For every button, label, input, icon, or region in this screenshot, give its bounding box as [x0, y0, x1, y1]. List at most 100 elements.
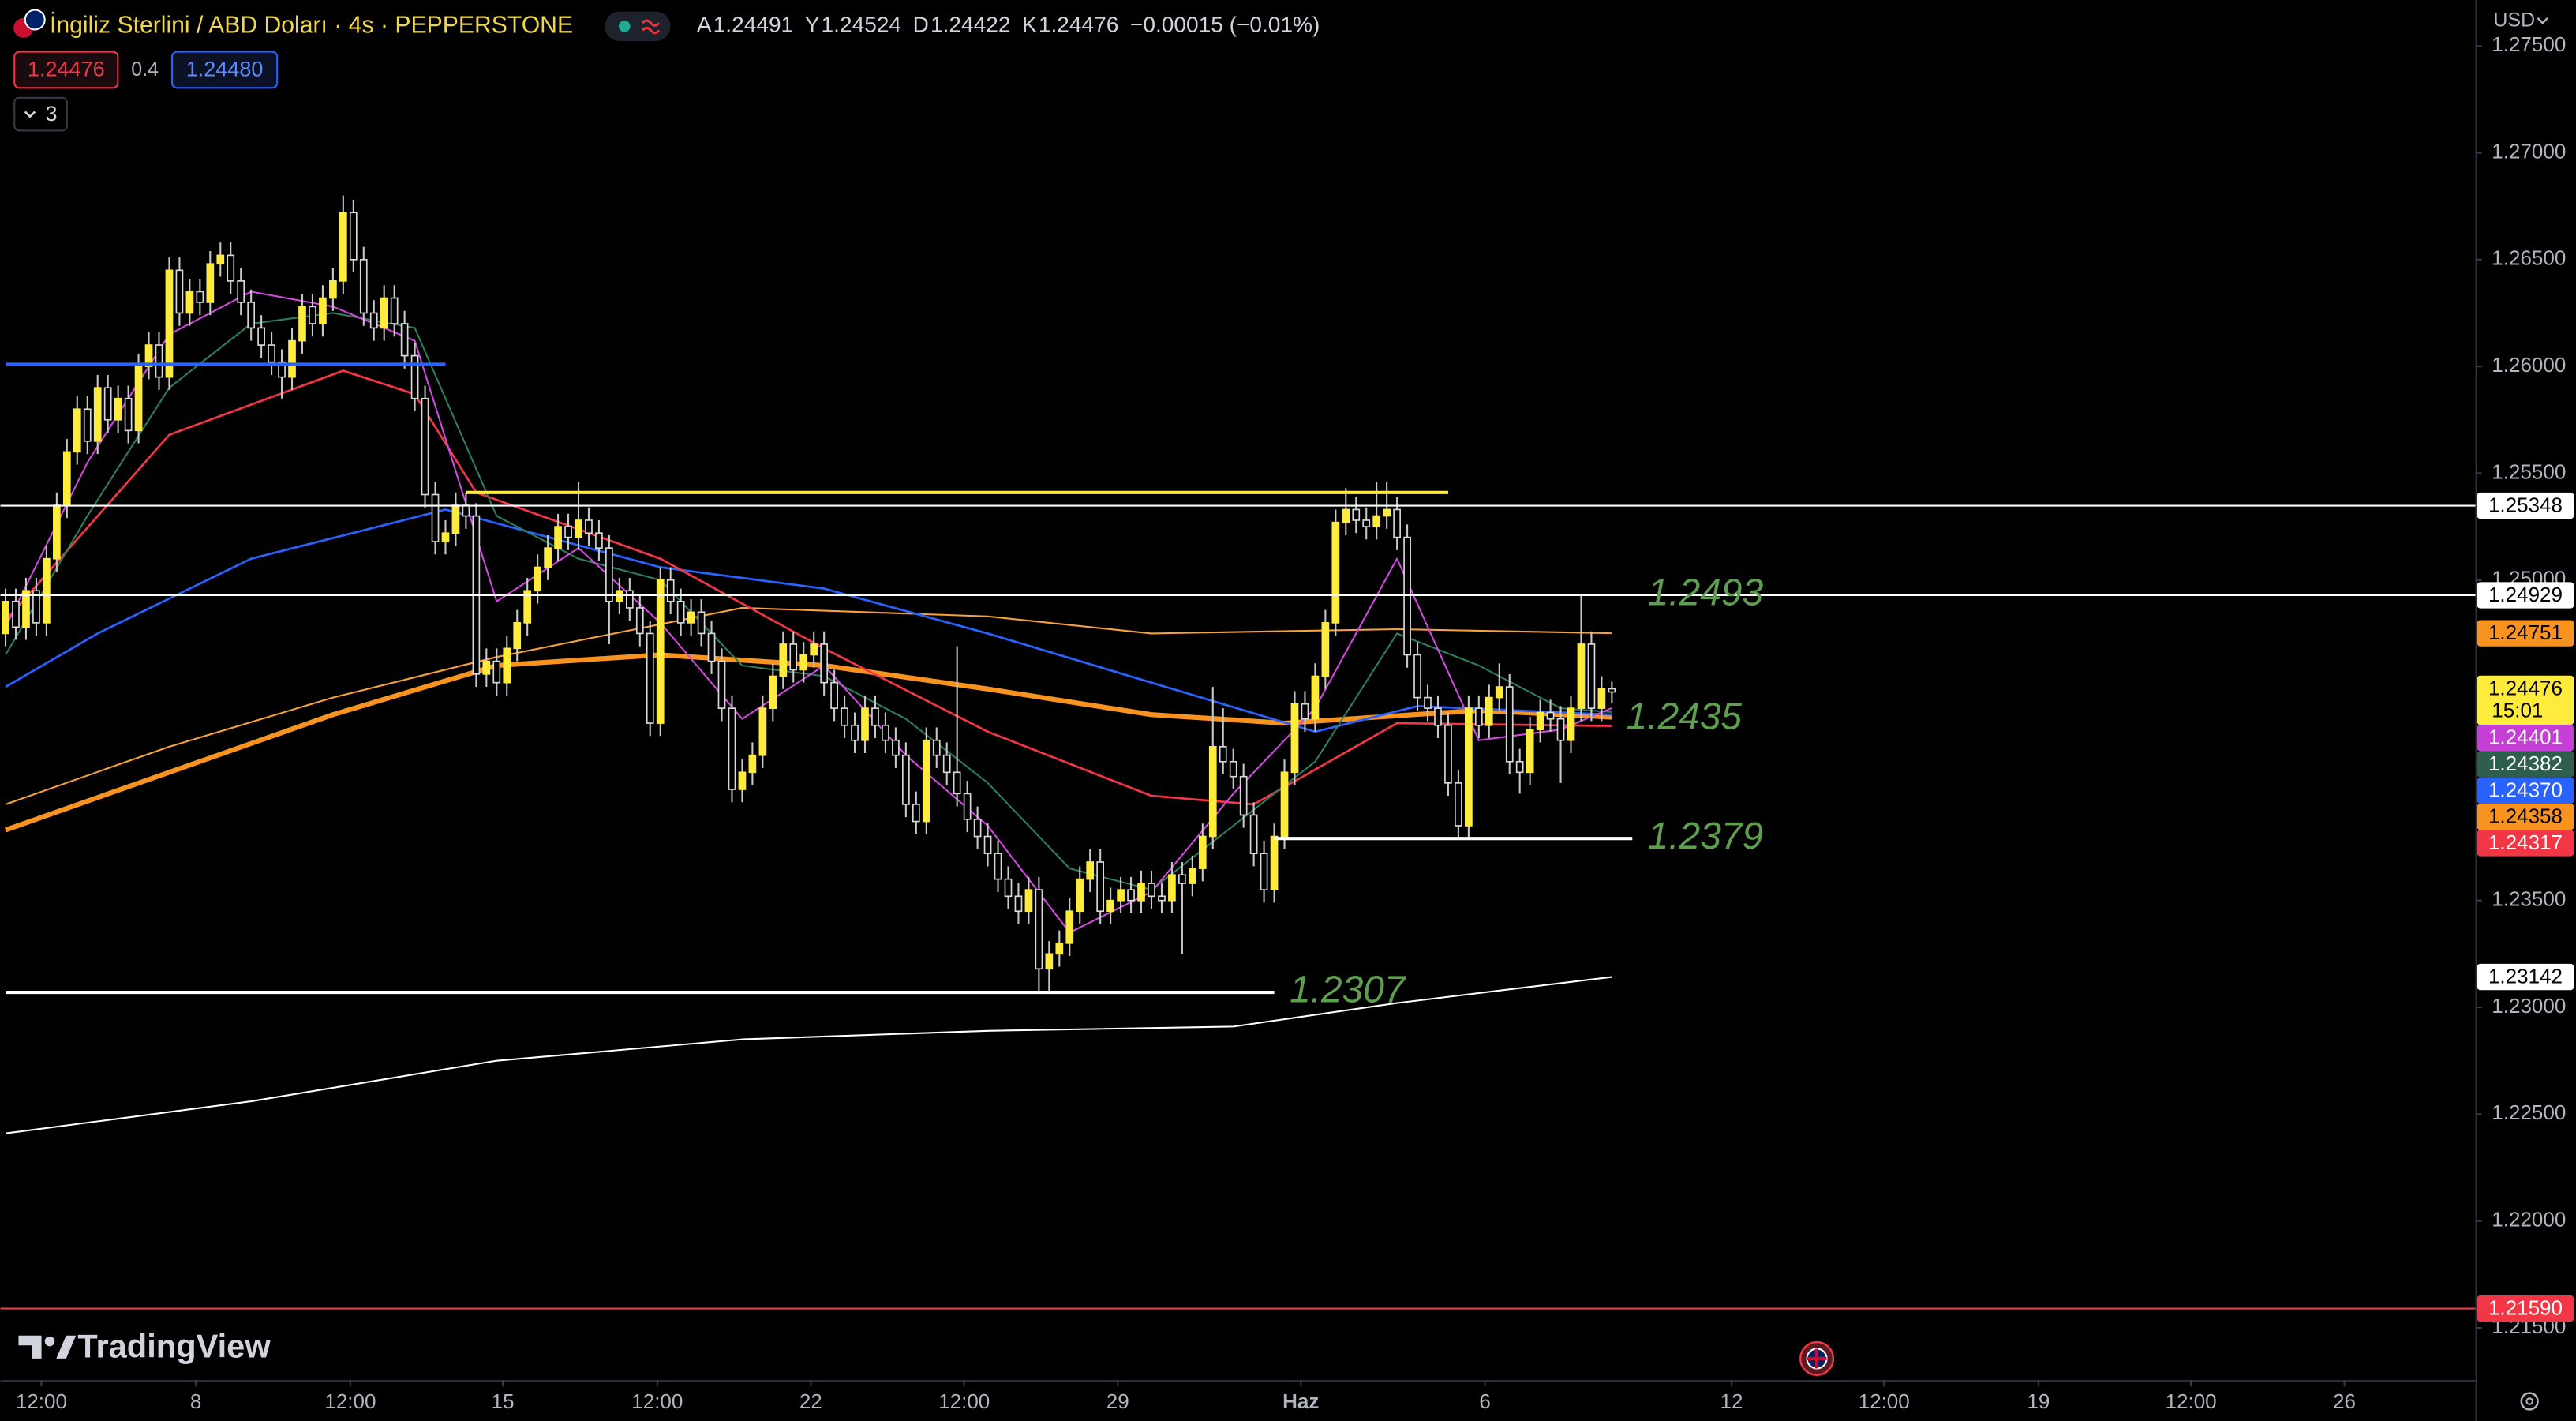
candle-body: [1178, 874, 1186, 884]
price-badge-label: 1.25348: [2488, 493, 2563, 516]
price-badge-label: 1.24317: [2488, 830, 2563, 854]
candle-body: [462, 504, 470, 517]
sell-button[interactable]: [13, 51, 119, 89]
candle-body: [523, 590, 532, 624]
moving-average: [5, 606, 1612, 805]
candle-body: [779, 643, 788, 677]
y-tick-label: 1.23500: [2492, 887, 2566, 911]
candle-body: [298, 306, 306, 342]
ohlc-value: 1.24476: [1039, 13, 1119, 37]
candle-body: [2, 600, 9, 635]
candle-body: [953, 771, 961, 795]
y-tick-label: 1.25500: [2492, 459, 2566, 483]
event-icon[interactable]: [1799, 1340, 1835, 1376]
level-annotation: 1.2435: [1627, 696, 1743, 737]
indicators-toggle[interactable]: [13, 96, 68, 132]
symbol-title[interactable]: İngiliz Sterlini / ABD Doları · 4s · PEP…: [50, 12, 573, 38]
candle-body: [103, 387, 112, 421]
candle-body: [227, 254, 235, 282]
level-annotation: 1.2379: [1648, 815, 1763, 857]
candle-body: [1546, 711, 1555, 720]
candle-body: [1076, 878, 1084, 913]
y-tick-label: 1.22500: [2492, 1100, 2566, 1124]
candle-body: [851, 724, 859, 741]
candle-body: [1239, 775, 1248, 816]
candle-body: [257, 327, 265, 346]
candle-body: [513, 622, 522, 650]
ohlc-legend: A 1.24491 Y 1.24524 D 1.24422 K 1.24476 −0.00015…: [697, 13, 1320, 37]
header: İngiliz Sterlini / ABD Doları · 4s · PEP…: [13, 9, 2548, 132]
x-tick-label: 6: [1479, 1389, 1490, 1413]
candle-body: [963, 793, 972, 820]
candle-body: [932, 739, 941, 756]
candle-body: [902, 754, 910, 805]
x-tick-label: 19: [2027, 1389, 2050, 1413]
price-badge: [2477, 963, 2574, 991]
y-tick-label: 1.23000: [2492, 994, 2566, 1018]
candle-body: [1434, 707, 1442, 726]
price-badge: [2477, 582, 2574, 609]
candle-body: [278, 361, 286, 378]
buy-button[interactable]: [170, 51, 279, 89]
candle-body: [359, 258, 368, 314]
candle-body: [1567, 707, 1575, 741]
ohlc-value: 1.24491: [713, 13, 794, 37]
candle-body: [1331, 521, 1340, 624]
moving-average: [5, 976, 1612, 1134]
candle-body: [451, 504, 460, 534]
price-badge: [2477, 492, 2574, 519]
settings-icon[interactable]: [2520, 1392, 2539, 1411]
candle-body: [841, 707, 848, 726]
candle-body: [175, 269, 184, 314]
candle-body: [1127, 889, 1135, 902]
logo-dot: [44, 1336, 55, 1347]
candle-body: [942, 754, 951, 774]
candle-body: [585, 519, 593, 534]
candle-body: [390, 297, 399, 324]
candle-body: [1208, 746, 1217, 838]
candle-body: [534, 566, 542, 592]
annotations: 1.2493 1.2435 1.2379 1.2307: [1290, 572, 1763, 1010]
x-tick-label: 12:00: [16, 1389, 67, 1413]
candle-body: [1536, 711, 1544, 731]
x-tick-label: 12:00: [938, 1389, 990, 1413]
candle-body: [892, 739, 900, 756]
y-tick-label: 1.26000: [2492, 353, 2566, 377]
candle-body: [687, 611, 695, 624]
y-tick-label: 1.27500: [2492, 32, 2566, 56]
candle-body: [62, 451, 71, 506]
candle-body: [1014, 895, 1023, 913]
candle-body: [1229, 760, 1237, 778]
candle-body: [635, 607, 644, 635]
symbol-icon: [13, 9, 46, 38]
candle-body: [441, 532, 450, 542]
candle-body: [616, 590, 623, 602]
candle-body: [625, 590, 634, 609]
price-badge-label: 1.24358: [2488, 804, 2563, 828]
status-pill: [605, 11, 671, 42]
ask-price: 1.24480: [186, 58, 264, 81]
candle-body: [309, 306, 316, 324]
candle-body: [12, 600, 20, 628]
candle-body: [22, 590, 30, 628]
candle-body: [717, 660, 726, 709]
candle-body: [544, 547, 552, 568]
candle-body: [1065, 910, 1074, 944]
price-badge: [2477, 830, 2574, 857]
candle-body: [1608, 688, 1616, 693]
candle-body: [1260, 853, 1268, 890]
bid-price: 1.24476: [28, 58, 105, 81]
candle-body: [707, 632, 716, 662]
candle-body: [1055, 942, 1064, 955]
price-badge: [2477, 675, 2574, 725]
candle-body: [799, 654, 808, 671]
candle-body: [339, 212, 347, 282]
candle-body: [124, 397, 133, 432]
ohlc-key: A: [697, 13, 712, 37]
currency[interactable]: USD: [2493, 9, 2535, 32]
countdown: 15:01: [2492, 698, 2543, 722]
candle-body: [144, 344, 153, 367]
candle-body: [973, 819, 982, 838]
candle-body: [1311, 675, 1320, 720]
